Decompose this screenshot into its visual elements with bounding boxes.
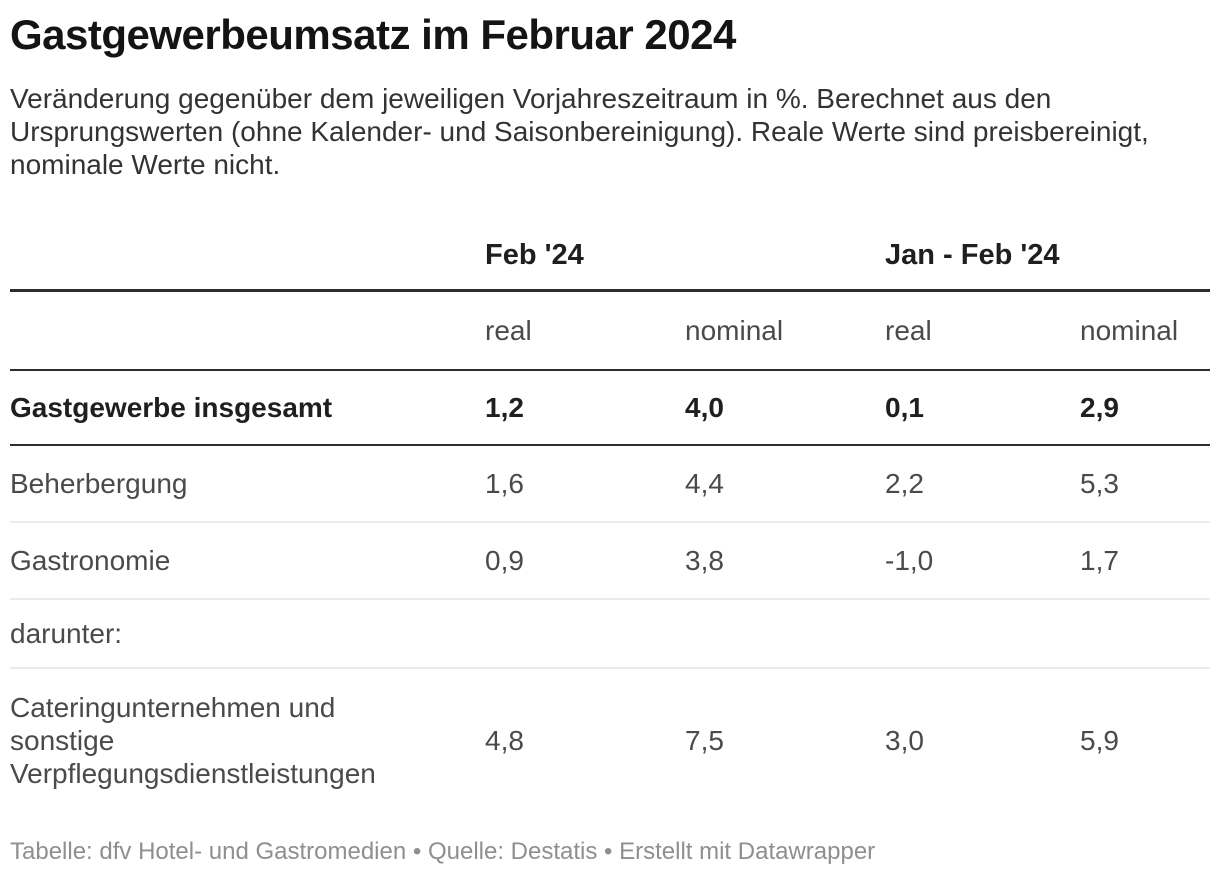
- table-row-gastronomie: Gastronomie 0,9 3,8 -1,0 1,7: [10, 523, 1210, 600]
- value-feb-real: 4,8: [485, 725, 524, 756]
- value-janfeb-nominal: 5,9: [1080, 725, 1119, 756]
- group-header-row: Feb '24 Jan - Feb '24: [10, 239, 1210, 292]
- value-feb-nominal: 7,5: [685, 725, 724, 756]
- value-janfeb-real: [885, 600, 1080, 667]
- row-label: Cateringunternehmen und sonstige Verpfle…: [10, 692, 376, 789]
- value-janfeb-nominal: 2,9: [1080, 392, 1119, 423]
- group-header-janfeb24: Jan - Feb '24: [885, 239, 1060, 271]
- table-row-cateringunternehmen: Cateringunternehmen und sonstige Verpfle…: [10, 669, 1210, 812]
- value-janfeb-real: 2,2: [885, 468, 924, 499]
- row-label: darunter:: [10, 618, 123, 649]
- group-header-feb24: Feb '24: [485, 239, 584, 271]
- value-janfeb-nominal: [1080, 600, 1210, 667]
- value-feb-nominal: [685, 600, 885, 667]
- chart-description: Veränderung gegenüber dem jeweiligen Vor…: [10, 83, 1149, 180]
- value-janfeb-nominal: 1,7: [1080, 545, 1119, 576]
- value-janfeb-nominal: 5,3: [1080, 468, 1119, 499]
- group-header-spacer: [10, 239, 485, 289]
- data-table: Feb '24 Jan - Feb '24 real nominal real …: [10, 239, 1210, 812]
- table-row-darunter: darunter:: [10, 600, 1210, 669]
- attribution-footer: Tabelle: dfv Hotel- und Gastromedien • Q…: [10, 838, 876, 865]
- value-feb-real: [485, 600, 685, 667]
- row-label: Gastronomie: [10, 545, 171, 576]
- value-janfeb-real: 0,1: [885, 392, 924, 423]
- value-feb-nominal: 4,0: [685, 392, 724, 423]
- table-row-beherbergung: Beherbergung 1,6 4,4 2,2 5,3: [10, 446, 1210, 523]
- value-feb-real: 0,9: [485, 545, 524, 576]
- value-feb-real: 1,6: [485, 468, 524, 499]
- value-feb-nominal: 4,4: [685, 468, 724, 499]
- row-label: Gastgewerbe insgesamt: [10, 392, 333, 423]
- column-header-janfeb-nominal: nominal: [1080, 315, 1179, 346]
- column-header-row: real nominal real nominal: [10, 292, 1210, 371]
- value-feb-real: 1,2: [485, 392, 524, 423]
- column-header-feb-real: real: [485, 315, 532, 346]
- page-title: Gastgewerbeumsatz im Februar 2024: [10, 11, 736, 58]
- column-header-janfeb-real: real: [885, 315, 932, 346]
- value-janfeb-real: -1,0: [885, 545, 934, 576]
- column-header-feb-nominal: nominal: [685, 315, 784, 346]
- row-label: Beherbergung: [10, 468, 188, 499]
- value-feb-nominal: 3,8: [685, 545, 724, 576]
- table-row-gastgewerbe-insgesamt: Gastgewerbe insgesamt 1,2 4,0 0,1 2,9: [10, 371, 1210, 446]
- value-janfeb-real: 3,0: [885, 725, 924, 756]
- column-header-spacer: [10, 292, 485, 369]
